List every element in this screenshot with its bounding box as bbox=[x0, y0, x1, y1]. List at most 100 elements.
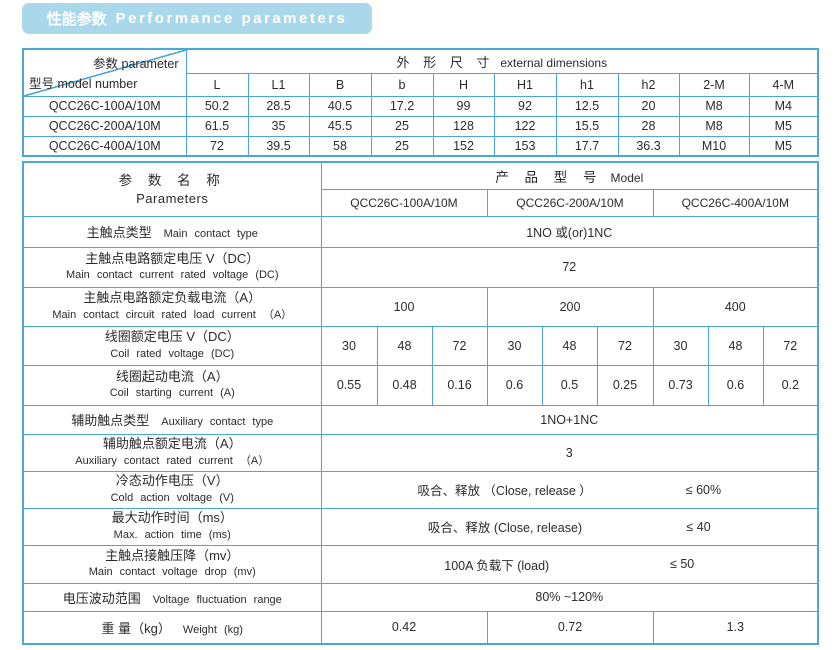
dims-row-100A: QCC26C-100A/10M 50.2 28.5 40.5 17.2 99 9… bbox=[22, 95, 819, 117]
parameters-header-cell: 参 数 名 称 Parameters bbox=[22, 161, 322, 217]
dimension-value-cell: 20 bbox=[617, 95, 680, 117]
param-value: 72 bbox=[320, 246, 819, 288]
dimension-value-cell: 99 bbox=[432, 95, 495, 117]
param-value: 100A 负载下 (load) ≤ 50 bbox=[320, 544, 819, 584]
param-label: 主触点电路额定负载电流（A） Main contact circuit rate… bbox=[22, 286, 322, 327]
column-header-L1: L1 bbox=[247, 72, 310, 97]
param-value: 72 bbox=[596, 325, 654, 366]
dimension-value-cell: 122 bbox=[493, 115, 557, 137]
dimension-value-cell: 35 bbox=[247, 115, 310, 137]
param-value: 0.5 bbox=[541, 364, 598, 406]
row-rated-load-current: 主触点电路额定负载电流（A） Main contact circuit rate… bbox=[22, 286, 819, 327]
row-contact-voltage-drop: 主触点接触压降（mv） Main contact voltage drop (m… bbox=[22, 544, 819, 584]
model-header-100A: QCC26C-100A/10M bbox=[320, 188, 488, 217]
dimension-value-cell: 58 bbox=[308, 135, 372, 157]
corner-label-parameter: 参数 parameter bbox=[93, 57, 179, 71]
param-value: 0.6 bbox=[707, 364, 764, 406]
dimension-value-cell: M4 bbox=[748, 95, 819, 117]
param-value: 200 bbox=[486, 286, 654, 327]
param-value: 0.6 bbox=[486, 364, 543, 406]
param-value: 0.73 bbox=[652, 364, 709, 406]
param-value: 400 bbox=[652, 286, 819, 327]
param-value: 3 bbox=[320, 433, 819, 472]
param-label: 冷态动作电压（V） Cold action voltage (V) bbox=[22, 470, 322, 509]
param-value: 吸合、释放 （Close, release ） ≤ 60% bbox=[320, 470, 819, 509]
dims-column-header-row: L L1 B b H H1 h1 h2 2-M 4-M bbox=[23, 72, 819, 97]
param-value: 0.42 bbox=[320, 610, 488, 645]
param-label: 辅助触点额定电流（A） Auxiliary contact rated curr… bbox=[22, 433, 322, 472]
dimension-value-cell: 28 bbox=[617, 115, 680, 137]
param-value: 80% ~120% bbox=[320, 582, 819, 612]
performance-parameters-table: 参 数 名 称 Parameters 产 品 型 号 Model QCC26C-1… bbox=[22, 161, 820, 645]
params-model-names-row: QCC26C-100A/10M QCC26C-200A/10M QCC26C-4… bbox=[23, 188, 819, 217]
column-header-H: H bbox=[432, 72, 495, 97]
row-voltage-fluctuation: 电压波动范围 Voltage fluctuation range 80% ~120… bbox=[22, 582, 819, 612]
model-header-400A: QCC26C-400A/10M bbox=[652, 188, 819, 217]
model-name-cell: QCC26C-200A/10M bbox=[22, 115, 187, 137]
column-header-4M: 4-M bbox=[748, 72, 819, 97]
param-label: 主触点接触压降（mv） Main contact voltage drop (m… bbox=[22, 544, 322, 584]
dims-group-header-row: 参数 parameter 型号 model number 外 形 尺 寸 exte… bbox=[22, 48, 819, 97]
column-header-h1: h1 bbox=[555, 72, 619, 97]
product-model-group-header: 产 品 型 号 Model bbox=[320, 161, 819, 190]
dims-row-400A: QCC26C-400A/10M 72 39.5 58 25 152 153 17… bbox=[22, 135, 819, 157]
dimension-value-cell: 12.5 bbox=[555, 95, 619, 117]
param-value: 48 bbox=[541, 325, 598, 366]
dimension-value-cell: 128 bbox=[432, 115, 495, 137]
dimension-value-cell: 25 bbox=[370, 115, 434, 137]
param-value: 1.3 bbox=[652, 610, 819, 645]
param-value: 0.48 bbox=[376, 364, 433, 406]
limit-value: ≤ 50 bbox=[669, 557, 695, 571]
param-label: 主触点类型 Main contact type bbox=[22, 215, 322, 248]
external-dimensions-table: 参数 parameter 型号 model number 外 形 尺 寸 exte… bbox=[22, 48, 820, 157]
dimension-value-cell: M8 bbox=[678, 115, 750, 137]
dimension-value-cell: 15.5 bbox=[555, 115, 619, 137]
param-label: 主触点电路额定电压 V（DC） Main contact current rat… bbox=[22, 246, 322, 288]
dimension-value-cell: 153 bbox=[493, 135, 557, 157]
dimension-value-cell: 17.7 bbox=[555, 135, 619, 157]
param-value: 30 bbox=[652, 325, 709, 366]
param-value: 72 bbox=[762, 325, 819, 366]
condition-text: 吸合、释放 （Close, release ） bbox=[417, 484, 592, 498]
column-header-b: b bbox=[370, 72, 434, 97]
param-label: 辅助触点类型 Auxiliary contact type bbox=[22, 404, 322, 435]
condition-text: 100A 负载下 (load) bbox=[444, 558, 550, 573]
row-max-action-time: 最大动作时间（ms） Max. action time (ms) 吸合、释放 (… bbox=[22, 507, 819, 546]
params-model-group-row: 参 数 名 称 Parameters 产 品 型 号 Model bbox=[22, 161, 819, 217]
dimension-value-cell: 25 bbox=[370, 135, 434, 157]
param-value: 30 bbox=[486, 325, 543, 366]
dimension-value-cell: M8 bbox=[678, 95, 750, 117]
column-header-L: L bbox=[185, 72, 249, 97]
condition-text: 吸合、释放 (Close, release) bbox=[427, 521, 583, 535]
dimension-value-cell: 28.5 bbox=[247, 95, 310, 117]
param-value: 100 bbox=[320, 286, 488, 327]
dimension-value-cell: 36.3 bbox=[617, 135, 680, 157]
corner-label-model-number: 型号 model number bbox=[29, 76, 138, 91]
param-value: 0.25 bbox=[596, 364, 654, 406]
param-label: 重 量（kg） Weight (kg) bbox=[22, 610, 322, 645]
limit-value: ≤ 40 bbox=[686, 519, 711, 534]
performance-parameters-banner: 性能参数 Performance parameters bbox=[22, 3, 372, 34]
row-aux-rated-current: 辅助触点额定电流（A） Auxiliary contact rated curr… bbox=[22, 433, 819, 472]
dimension-value-cell: M10 bbox=[678, 135, 750, 157]
row-weight: 重 量（kg） Weight (kg) 0.42 0.72 1.3 bbox=[22, 610, 819, 645]
dimension-value-cell: 17.2 bbox=[370, 95, 434, 117]
dimension-value-cell: 50.2 bbox=[185, 95, 249, 117]
param-label: 最大动作时间（ms） Max. action time (ms) bbox=[22, 507, 322, 546]
param-value: 30 bbox=[320, 325, 378, 366]
param-value: 48 bbox=[376, 325, 433, 366]
dimension-value-cell: 45.5 bbox=[308, 115, 372, 137]
param-value: 吸合、释放 (Close, release) ≤ 40 bbox=[320, 507, 819, 546]
banner-title-zh: 性能参数 bbox=[46, 11, 107, 28]
dimension-value-cell: M5 bbox=[748, 135, 819, 157]
model-name-cell: QCC26C-100A/10M bbox=[22, 95, 187, 117]
model-header-200A: QCC26C-200A/10M bbox=[486, 188, 654, 217]
column-header-B: B bbox=[308, 72, 372, 97]
limit-value: ≤ 60% bbox=[685, 482, 722, 497]
diagonal-corner-cell: 参数 parameter 型号 model number bbox=[22, 48, 187, 97]
param-label: 线圈起动电流（A） Coil starting current (A) bbox=[22, 364, 322, 406]
column-header-h2: h2 bbox=[617, 72, 680, 97]
model-name-cell: QCC26C-400A/10M bbox=[22, 135, 187, 157]
dimension-value-cell: 72 bbox=[185, 135, 249, 157]
dimension-value-cell: 40.5 bbox=[308, 95, 372, 117]
